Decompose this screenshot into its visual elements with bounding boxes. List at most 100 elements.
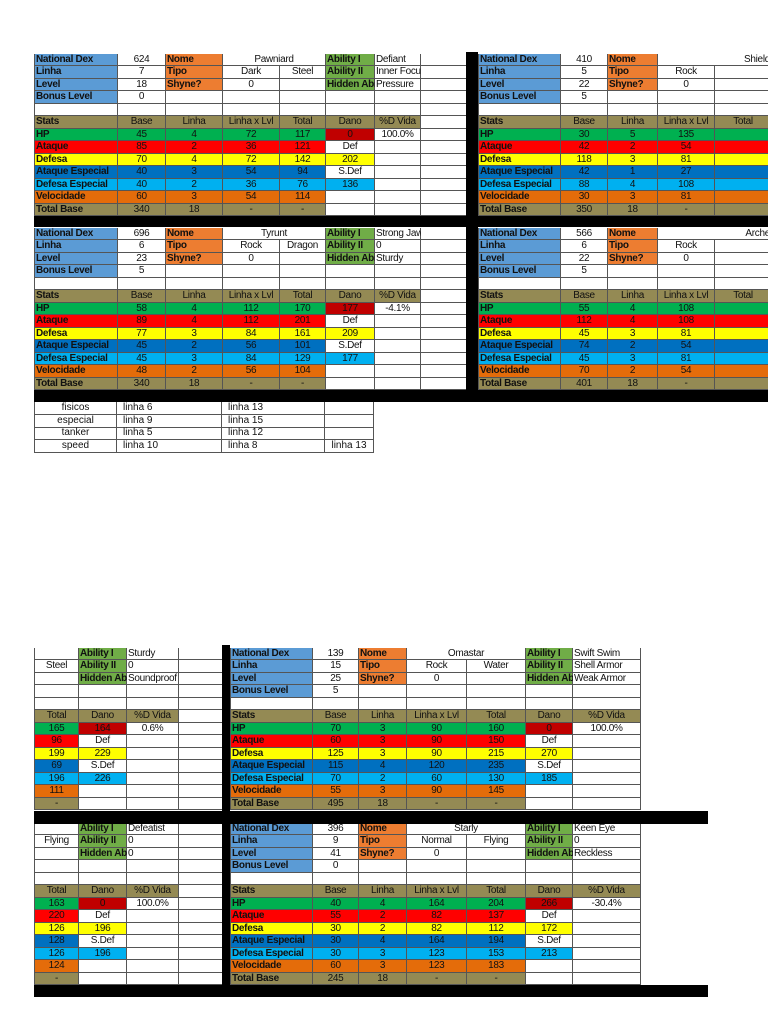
dano-def[interactable]: 209 — [326, 328, 375, 340]
stat-ataque-total[interactable] — [715, 315, 768, 328]
stat-label-hp[interactable]: HP — [479, 129, 561, 141]
stat-label-defesa-especial[interactable]: Defesa Especial — [35, 179, 118, 191]
ability1-label[interactable]: Ability I — [79, 648, 127, 660]
stat-label-hp[interactable]: HP — [35, 303, 118, 315]
stat-defesa-especial-linha[interactable]: 3 — [608, 353, 658, 365]
def-label[interactable]: Def — [326, 141, 375, 154]
stat-label-defesa[interactable]: Defesa — [479, 154, 561, 166]
stat-hp-linha-x-lvl[interactable]: 108 — [658, 303, 715, 315]
stat-ataque-total[interactable]: 150 — [467, 735, 526, 748]
stat-hp-base[interactable]: 55 — [561, 303, 608, 315]
empty-cell[interactable] — [375, 315, 421, 328]
stat-label-ataque-especial[interactable]: Ataque Especial — [231, 760, 313, 773]
stat-label-velocidade[interactable]: Velocidade — [479, 191, 561, 204]
stat-defesa-base[interactable]: 118 — [561, 154, 608, 166]
stat-ataque-total[interactable]: 121 — [280, 141, 326, 154]
stat-total-base-total[interactable]: - — [280, 204, 326, 216]
header-total[interactable]: Total — [280, 116, 326, 129]
header-lxl[interactable]: Linha x Lvl — [223, 290, 280, 303]
empty-cell[interactable] — [127, 948, 179, 960]
empty-cell[interactable] — [421, 378, 467, 390]
name-label[interactable]: Nome — [359, 648, 407, 660]
hidden-ability-value[interactable]: Sturdy — [375, 253, 421, 265]
stat-ataque-total[interactable]: 96 — [35, 735, 79, 748]
stat-velocidade-linha[interactable]: 3 — [608, 191, 658, 204]
stat-ataque-base[interactable]: 60 — [313, 735, 359, 748]
stat-defesa-especial-base[interactable]: 45 — [118, 353, 166, 365]
empty-cell[interactable] — [421, 303, 467, 315]
empty-cell[interactable] — [179, 935, 223, 948]
stat-total-base-total[interactable]: - — [35, 973, 79, 985]
header-total[interactable]: Total — [35, 710, 79, 723]
empty-cell[interactable] — [179, 835, 223, 848]
stat-velocidade-linha-x-lvl[interactable]: 54 — [223, 191, 280, 204]
stat-defesa-especial-total[interactable]: 126 — [35, 948, 79, 960]
empty-cell[interactable] — [573, 760, 641, 773]
stat-label-defesa-especial[interactable]: Defesa Especial — [35, 353, 118, 365]
stat-total-base-total[interactable]: - — [467, 798, 526, 810]
stat-velocidade-base[interactable]: 70 — [561, 365, 608, 378]
stat-total-base-linha[interactable]: 18 — [608, 204, 658, 216]
stat-velocidade-linha-x-lvl[interactable]: 123 — [407, 960, 467, 973]
stat-total-base-linha[interactable]: 18 — [166, 204, 223, 216]
empty-cell[interactable] — [326, 204, 375, 216]
life-percent[interactable]: -4.1% — [375, 303, 421, 315]
stat-defesa-linha[interactable]: 2 — [359, 923, 407, 935]
stat-ataque-linha-x-lvl[interactable]: 36 — [223, 141, 280, 154]
stat-ataque-especial-total[interactable]: 194 — [467, 935, 526, 948]
cell[interactable] — [467, 673, 526, 685]
header-dvida[interactable]: %D Vida — [573, 710, 641, 723]
type2-value[interactable]: Flying — [35, 835, 79, 848]
empty-cell[interactable] — [359, 698, 407, 710]
stat-defesa-linha[interactable]: 3 — [608, 328, 658, 340]
def-label[interactable]: Def — [526, 735, 573, 748]
stat-label-defesa[interactable]: Defesa — [231, 748, 313, 760]
empty-cell[interactable] — [179, 973, 223, 985]
note-col3[interactable] — [325, 402, 374, 415]
level-label[interactable]: Level — [479, 79, 561, 91]
empty-cell[interactable] — [326, 378, 375, 390]
hidden-ability-label[interactable]: Hidden Abi — [326, 79, 377, 91]
dano-sdef[interactable]: 196 — [79, 948, 127, 960]
hidden-ability-label[interactable]: Hidden Abi — [326, 253, 377, 265]
stat-ataque-base[interactable]: 85 — [118, 141, 166, 154]
note-col2[interactable]: linha 15 — [222, 415, 325, 428]
stat-label-total-base[interactable]: Total Base — [35, 378, 118, 390]
dano-hp[interactable]: 0 — [526, 723, 573, 735]
empty-cell[interactable] — [359, 860, 407, 873]
stat-velocidade-linha[interactable]: 2 — [608, 365, 658, 378]
stat-defesa-total[interactable]: 126 — [35, 923, 79, 935]
stat-label-defesa[interactable]: Defesa — [35, 328, 118, 340]
empty-cell[interactable] — [467, 698, 526, 710]
empty-cell[interactable] — [658, 265, 715, 278]
level-value[interactable]: 23 — [118, 253, 166, 265]
empty-cell[interactable] — [421, 228, 467, 240]
shiny-label[interactable]: Shyne? — [359, 848, 407, 860]
empty-cell[interactable] — [421, 340, 467, 353]
empty-cell[interactable] — [179, 648, 223, 660]
stat-ataque-especial-base[interactable]: 40 — [118, 166, 166, 179]
empty-cell[interactable] — [608, 91, 658, 104]
empty-cell[interactable] — [526, 785, 573, 798]
empty-cell[interactable] — [179, 910, 223, 923]
stat-velocidade-total[interactable]: 183 — [467, 960, 526, 973]
stat-ataque-linha[interactable]: 4 — [166, 315, 223, 328]
stat-defesa-linha-x-lvl[interactable]: 90 — [407, 748, 467, 760]
bonus-level-value[interactable]: 5 — [561, 265, 608, 278]
empty-cell[interactable] — [375, 265, 421, 278]
ability2-value[interactable]: 0 — [573, 835, 641, 848]
linha-label[interactable]: Linha — [231, 835, 313, 848]
empty-cell[interactable] — [166, 265, 223, 278]
empty-cell[interactable] — [127, 785, 179, 798]
empty-cell[interactable] — [231, 873, 313, 885]
header-dano[interactable]: Dano — [326, 290, 375, 303]
stat-velocidade-linha-x-lvl[interactable]: 90 — [407, 785, 467, 798]
stat-defesa-base[interactable]: 125 — [313, 748, 359, 760]
cell[interactable] — [715, 253, 768, 265]
ability1-value[interactable]: Defiant — [375, 54, 421, 66]
header-lxl[interactable]: Linha x Lvl — [658, 290, 715, 303]
stat-velocidade-linha[interactable]: 3 — [359, 785, 407, 798]
empty-cell[interactable] — [179, 885, 223, 898]
linha-label[interactable]: Linha — [479, 240, 561, 253]
empty-cell[interactable] — [79, 698, 127, 710]
